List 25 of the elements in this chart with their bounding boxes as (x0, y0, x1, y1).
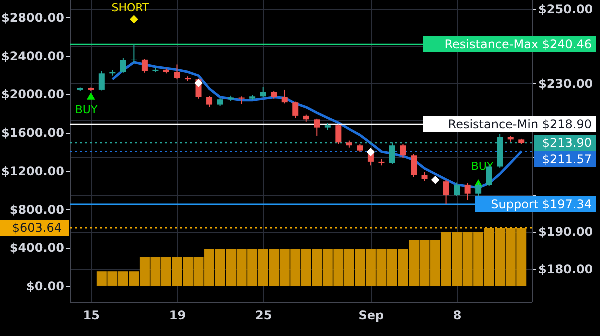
ref-line-label: Resistance-Max $240.46 (444, 37, 592, 52)
y-tick-label: $1600.00 (1, 126, 64, 140)
x-tick-label: 15 (83, 308, 100, 322)
x-tick-label: 19 (169, 308, 186, 322)
x-tick-label: 8 (453, 308, 462, 322)
y2-tick-label: $190.00 (538, 225, 594, 240)
y2-tick-label: $230.00 (538, 76, 594, 91)
x-tick-label: Sep (358, 308, 385, 322)
series-label: SHORT (112, 1, 150, 14)
y2-tick-label: $250.00 (538, 2, 594, 17)
series-label: BUY (75, 103, 98, 116)
ref-line-label: Resistance-Min $218.90 (448, 117, 592, 132)
y-tick-label: $800.00 (10, 202, 64, 217)
y-tick-label: $2800.00 (1, 10, 64, 25)
x-tick-label: 25 (255, 308, 272, 322)
y2-tick-label: $180.00 (538, 262, 594, 276)
y-tick-label: $2400.00 (1, 49, 64, 64)
y-tick-label: $0.00 (26, 279, 64, 294)
y-tick-label: $400.00 (10, 241, 64, 256)
y-tick-label: $2000.00 (1, 88, 64, 102)
ref-line-label: $603.64 (12, 221, 62, 236)
ref-line-label: Support $197.34 (491, 197, 592, 212)
y-tick-label: $1200.00 (1, 164, 64, 178)
ref-line-label: $211.57 (542, 152, 592, 167)
ref-line-label: $213.90 (542, 136, 592, 150)
